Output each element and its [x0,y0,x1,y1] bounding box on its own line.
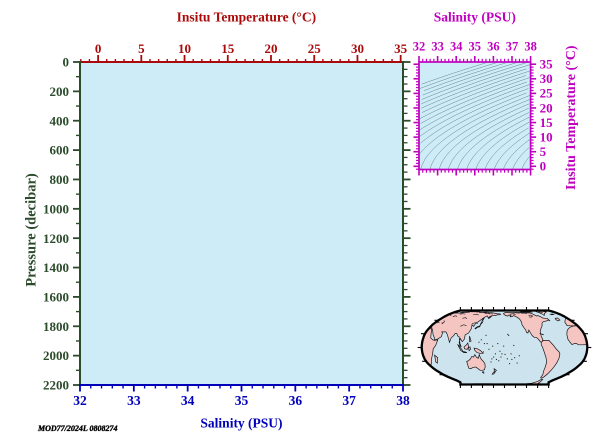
svg-text:Insitu Temperature (°C): Insitu Temperature (°C) [564,45,579,190]
svg-text:35: 35 [235,393,249,408]
svg-text:Salinity (PSU): Salinity (PSU) [434,10,516,25]
svg-text:33: 33 [431,40,444,54]
svg-text:800: 800 [50,172,70,187]
svg-text:38: 38 [524,40,537,54]
svg-text:20: 20 [265,41,278,56]
svg-text:1200: 1200 [43,231,69,246]
svg-text:35: 35 [540,57,554,72]
svg-text:30: 30 [351,41,364,56]
svg-text:15: 15 [540,115,554,130]
svg-text:32: 32 [413,40,426,54]
svg-text:38: 38 [396,393,410,408]
svg-text:400: 400 [50,113,70,128]
svg-text:35: 35 [394,41,408,56]
svg-text:32: 32 [73,393,87,408]
svg-text:30: 30 [540,71,553,86]
svg-text:36: 36 [487,40,500,54]
svg-text:36: 36 [289,393,303,408]
svg-text:37: 37 [342,393,356,408]
svg-text:35: 35 [469,40,482,54]
svg-text:10: 10 [178,41,191,56]
svg-text:Salinity (PSU): Salinity (PSU) [200,416,282,431]
svg-text:600: 600 [50,143,70,158]
svg-text:5: 5 [138,41,145,56]
svg-text:25: 25 [308,41,322,56]
svg-text:1000: 1000 [43,201,69,216]
svg-text:Pressure (decibar): Pressure (decibar) [24,173,40,287]
svg-text:2000: 2000 [43,348,69,363]
svg-text:10: 10 [540,129,553,144]
svg-text:0: 0 [95,41,102,56]
svg-text:5: 5 [540,144,547,159]
svg-text:2200: 2200 [43,378,69,393]
svg-text:34: 34 [450,40,463,54]
svg-text:33: 33 [127,393,141,408]
svg-text:0: 0 [63,55,70,70]
svg-text:MOD77/2024L 0808274: MOD77/2024L 0808274 [37,424,117,433]
svg-text:0: 0 [540,159,547,174]
svg-text:200: 200 [50,84,70,99]
svg-text:37: 37 [506,40,519,54]
svg-text:1400: 1400 [43,260,69,275]
svg-text:1600: 1600 [43,290,69,305]
svg-text:15: 15 [221,41,235,56]
svg-text:20: 20 [540,100,553,115]
svg-text:1800: 1800 [43,319,69,334]
svg-text:34: 34 [181,393,195,408]
svg-text:25: 25 [540,86,554,101]
svg-text:Insitu Temperature (°C): Insitu Temperature (°C) [177,10,316,25]
